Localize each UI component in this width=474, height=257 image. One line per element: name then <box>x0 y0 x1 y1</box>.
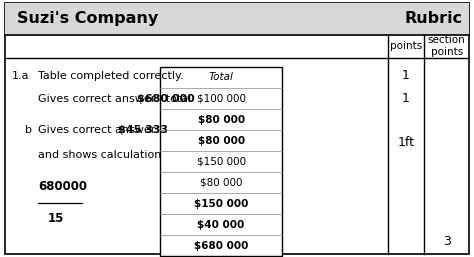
Text: $150 000: $150 000 <box>194 199 248 209</box>
Text: Total: Total <box>209 72 234 82</box>
Text: $45 333: $45 333 <box>118 125 167 135</box>
Text: 3: 3 <box>443 235 451 248</box>
Text: Suzi's Company: Suzi's Company <box>17 11 158 26</box>
Text: $40 000: $40 000 <box>198 220 245 230</box>
Text: $80 000: $80 000 <box>198 115 245 124</box>
Bar <box>160 67 282 88</box>
Text: b: b <box>25 125 32 135</box>
Text: points: points <box>390 41 422 51</box>
Text: 1: 1 <box>402 93 410 105</box>
Text: $100 000: $100 000 <box>197 94 246 103</box>
Text: 1ft: 1ft <box>398 136 414 149</box>
Text: Gives correct answer:: Gives correct answer: <box>38 125 162 135</box>
Text: 680000: 680000 <box>38 180 87 193</box>
Text: $680 000: $680 000 <box>194 241 248 251</box>
Bar <box>160 67 282 256</box>
Text: 15: 15 <box>47 212 64 225</box>
Bar <box>5 3 469 35</box>
Text: and shows calculation: and shows calculation <box>38 151 161 160</box>
Text: Gives correct answer:  total: Gives correct answer: total <box>38 94 195 104</box>
Text: $680 000: $680 000 <box>137 94 194 104</box>
Text: section
points: section points <box>428 35 465 57</box>
Text: $80 000: $80 000 <box>200 178 242 188</box>
Text: Table completed correctly.: Table completed correctly. <box>38 71 183 81</box>
Text: Rubric: Rubric <box>404 11 462 26</box>
Text: 1: 1 <box>402 69 410 82</box>
Text: 1.a: 1.a <box>12 71 29 81</box>
Text: $80 000: $80 000 <box>198 136 245 145</box>
Text: $150 000: $150 000 <box>197 157 246 167</box>
